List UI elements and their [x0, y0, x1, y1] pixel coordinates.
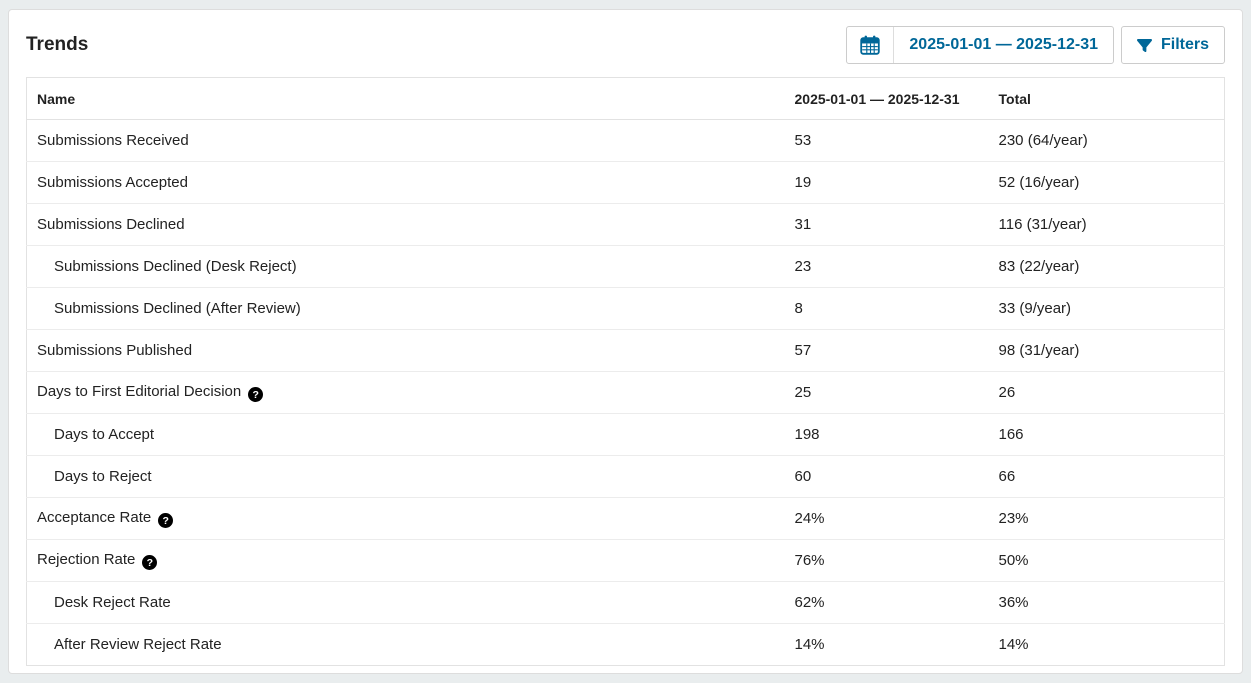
- row-total-value: 52 (16/year): [998, 161, 1225, 204]
- help-icon[interactable]: ?: [158, 513, 174, 529]
- table-row: Submissions Declined (After Review) 8 33…: [26, 287, 1225, 330]
- row-period-value: 60: [794, 455, 999, 498]
- row-total-value: 50%: [998, 539, 1225, 582]
- filters-button[interactable]: Filters: [1120, 26, 1225, 64]
- row-total-value: 83 (22/year): [998, 245, 1225, 288]
- table-row: Acceptance Rate? 24% 23%: [26, 497, 1225, 540]
- trends-panel: Trends: [8, 9, 1243, 674]
- table-row: Submissions Declined 31 116 (31/year): [26, 203, 1225, 246]
- row-total-value: 66: [998, 455, 1225, 498]
- row-period-value: 198: [794, 413, 999, 456]
- row-period-value: 19: [794, 161, 999, 204]
- row-total-value: 36%: [998, 581, 1225, 624]
- help-icon[interactable]: ?: [248, 387, 264, 403]
- table-row: Submissions Received 53 230 (64/year): [26, 119, 1225, 162]
- row-total-value: 98 (31/year): [998, 329, 1225, 372]
- column-header-period: 2025-01-01 — 2025-12-31: [794, 77, 999, 120]
- table-row: After Review Reject Rate 14% 14%: [27, 624, 1225, 666]
- row-period-value: 23: [794, 245, 999, 288]
- row-name: Submissions Declined (After Review): [54, 300, 301, 317]
- row-name: Submissions Declined: [37, 216, 185, 233]
- date-range-label: 2025-01-01 — 2025-12-31: [909, 36, 1098, 53]
- table-row: Days to First Editorial Decision? 25 26: [26, 371, 1225, 414]
- date-range-button[interactable]: 2025-01-01 — 2025-12-31: [846, 26, 1114, 64]
- row-period-value: 53: [794, 119, 999, 162]
- row-name: Submissions Published: [37, 342, 193, 359]
- row-period-value: 8: [794, 287, 999, 330]
- row-name: After Review Reject Rate: [54, 636, 222, 653]
- row-total-value: 166: [998, 413, 1225, 456]
- row-total-value: 116 (31/year): [998, 203, 1225, 246]
- table-row: Submissions Published 57 98 (31/year): [26, 329, 1225, 372]
- table-header-row: Name 2025-01-01 — 2025-12-31 Total: [26, 77, 1225, 120]
- row-name: Acceptance Rate: [37, 508, 152, 526]
- row-total-value: 33 (9/year): [998, 287, 1225, 330]
- panel-header: Trends: [26, 26, 1225, 64]
- row-name: Days to Reject: [54, 468, 152, 485]
- filter-icon: [1136, 38, 1152, 53]
- help-icon[interactable]: ?: [142, 555, 158, 571]
- row-name: Desk Reject Rate: [54, 594, 171, 611]
- table-row: Rejection Rate? 76% 50%: [26, 539, 1225, 582]
- table-row: Days to Accept 198 166: [26, 413, 1225, 456]
- row-total-value: 14%: [998, 636, 1029, 653]
- calendar-icon: [847, 27, 895, 63]
- column-header-name: Name: [26, 77, 795, 120]
- row-name: Days to First Editorial Decision: [37, 382, 242, 400]
- row-name: Rejection Rate: [37, 550, 136, 568]
- row-period-value: 62%: [794, 581, 999, 624]
- toolbar: 2025-01-01 — 2025-12-31 Filters: [846, 26, 1225, 64]
- table-row: Desk Reject Rate 62% 36%: [26, 581, 1225, 624]
- row-period-value: 76%: [794, 539, 999, 582]
- row-name: Days to Accept: [54, 426, 155, 443]
- row-name: Submissions Accepted: [37, 174, 188, 191]
- row-period-value: 24%: [794, 497, 999, 540]
- row-period-value: 14%: [794, 636, 825, 653]
- table-row: Submissions Declined (Desk Reject) 23 83…: [26, 245, 1225, 288]
- row-total-value: 230 (64/year): [998, 119, 1225, 162]
- trends-table: Name 2025-01-01 — 2025-12-31 Total Submi…: [26, 77, 1225, 666]
- row-total-value: 23%: [998, 497, 1225, 540]
- table-row: Submissions Accepted 19 52 (16/year): [26, 161, 1225, 204]
- row-name: Submissions Received: [37, 132, 189, 149]
- filters-label: Filters: [1160, 36, 1209, 53]
- row-period-value: 31: [794, 203, 999, 246]
- column-header-total: Total: [998, 77, 1225, 120]
- page-title: Trends: [26, 34, 89, 55]
- row-name: Submissions Declined (Desk Reject): [54, 258, 297, 275]
- table-row: Days to Reject 60 66: [26, 455, 1225, 498]
- row-total-value: 26: [998, 371, 1225, 414]
- row-period-value: 25: [794, 371, 999, 414]
- table-body: Submissions Received 53 230 (64/year) Su…: [26, 119, 1225, 666]
- row-period-value: 57: [794, 329, 999, 372]
